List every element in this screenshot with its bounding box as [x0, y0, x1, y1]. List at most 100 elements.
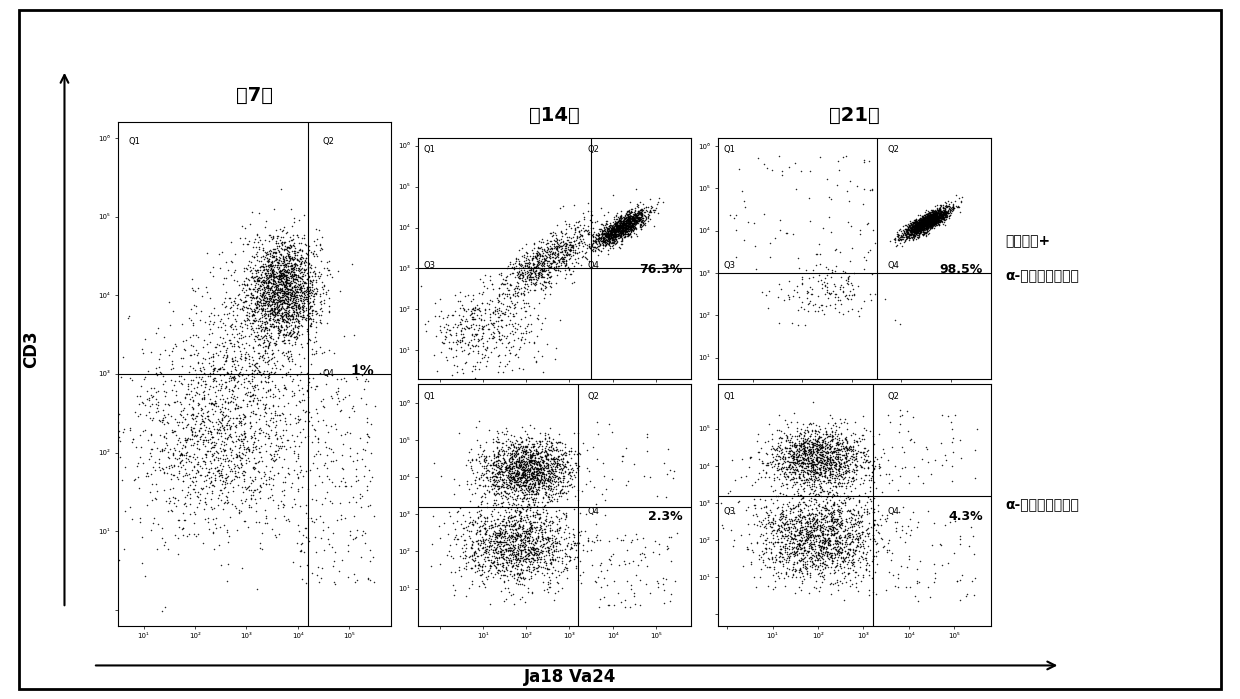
Point: [141, 443, 161, 454]
Point: [567, 466, 587, 477]
Point: [619, 211, 639, 222]
Point: [508, 291, 528, 302]
Point: [160, 443, 180, 454]
Point: [802, 442, 822, 453]
Point: [164, 460, 184, 471]
Point: [534, 447, 554, 458]
Point: [908, 225, 928, 236]
Point: [810, 529, 830, 540]
Point: [278, 289, 298, 300]
Point: [541, 484, 560, 496]
Point: [763, 524, 782, 535]
Point: [494, 452, 513, 463]
Point: [275, 306, 295, 317]
Point: [879, 535, 899, 546]
Point: [605, 227, 625, 238]
Point: [541, 261, 560, 272]
Point: [246, 457, 265, 468]
Point: [215, 421, 234, 433]
Point: [553, 254, 573, 265]
Point: [946, 201, 966, 212]
Point: [790, 439, 810, 450]
Point: [455, 338, 475, 349]
Point: [847, 461, 867, 472]
Point: [608, 221, 627, 232]
Point: [130, 409, 150, 420]
Point: [458, 454, 477, 466]
Point: [926, 212, 946, 224]
Point: [497, 463, 517, 474]
Point: [528, 455, 548, 466]
Point: [424, 350, 444, 361]
Point: [542, 243, 562, 254]
Point: [140, 487, 160, 498]
Point: [813, 448, 833, 459]
Point: [782, 481, 802, 492]
Point: [820, 428, 839, 439]
Point: [606, 231, 626, 243]
Point: [506, 288, 526, 299]
Point: [264, 261, 284, 273]
Point: [471, 324, 491, 335]
Point: [826, 538, 846, 549]
Point: [286, 269, 306, 280]
Point: [319, 538, 339, 549]
Point: [832, 469, 852, 480]
Point: [490, 535, 510, 546]
Point: [644, 547, 663, 558]
Point: [849, 521, 869, 532]
Point: [521, 473, 541, 484]
Point: [901, 219, 921, 230]
Point: [863, 554, 883, 565]
Point: [518, 553, 538, 564]
Point: [863, 586, 883, 598]
Point: [476, 472, 496, 483]
Point: [248, 402, 268, 413]
Point: [260, 305, 280, 317]
Point: [924, 207, 944, 218]
Point: [192, 416, 212, 427]
Point: [262, 449, 281, 461]
Point: [632, 209, 652, 220]
Point: [858, 528, 878, 540]
Point: [174, 373, 193, 384]
Point: [516, 547, 536, 558]
Point: [490, 564, 510, 575]
Point: [827, 433, 847, 445]
Point: [795, 441, 815, 452]
Point: [924, 206, 944, 217]
Point: [604, 224, 624, 236]
Point: [821, 529, 841, 540]
Point: [769, 150, 789, 161]
Point: [281, 221, 301, 232]
Point: [275, 275, 295, 287]
Point: [539, 271, 559, 282]
Point: [222, 354, 242, 365]
Point: [924, 211, 944, 222]
Point: [626, 208, 646, 219]
Point: [815, 461, 835, 472]
Point: [260, 440, 280, 451]
Point: [278, 301, 298, 312]
Point: [212, 484, 232, 496]
Point: [233, 282, 253, 294]
Point: [929, 217, 949, 229]
Point: [516, 470, 536, 482]
Point: [812, 470, 832, 482]
Point: [547, 543, 567, 554]
Point: [813, 532, 833, 543]
Point: [254, 287, 274, 298]
Point: [553, 475, 573, 486]
Point: [594, 233, 614, 245]
Point: [474, 445, 494, 456]
Point: [496, 544, 516, 555]
Point: [758, 517, 777, 528]
Point: [831, 470, 851, 482]
Point: [915, 215, 935, 226]
Point: [254, 297, 274, 308]
Point: [780, 503, 800, 514]
Point: [213, 460, 233, 471]
Point: [929, 211, 949, 222]
Point: [813, 451, 833, 462]
Point: [268, 289, 288, 301]
